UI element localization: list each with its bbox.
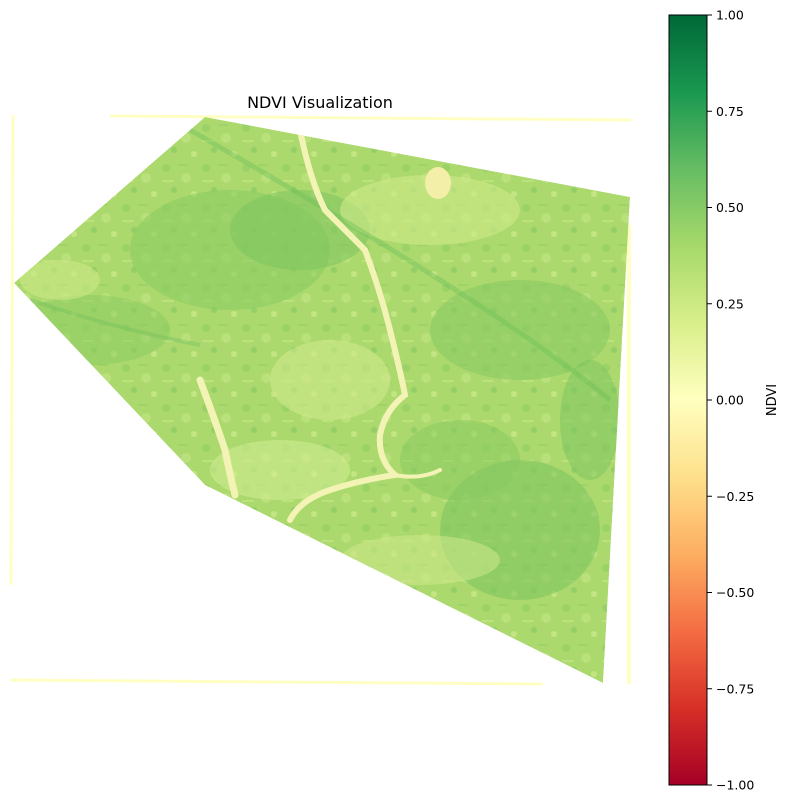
colorbar-tick-label: −0.25 <box>716 489 754 504</box>
bare-patch <box>425 167 451 199</box>
veg-patch-sparse <box>210 440 350 500</box>
colorbar-label: NDVI <box>765 384 780 416</box>
colorbar-tick-label: 0.00 <box>716 393 744 408</box>
veg-patch-sparse <box>340 175 520 245</box>
colorbar: 1.00 0.75 0.50 0.25 0.00 −0.25 −0.50 −0.75 −1.00… <box>668 8 780 793</box>
veg-patch-dense <box>230 190 370 270</box>
colorbar-tick-label: 1.00 <box>716 8 744 23</box>
colorbar-tick-label: −1.00 <box>716 778 754 793</box>
colorbar-tick-label: −0.50 <box>716 585 754 600</box>
veg-patch-sparse <box>270 340 390 420</box>
nodata-edge-left <box>9 114 15 586</box>
veg-patch-dense <box>560 360 620 480</box>
colorbar-tick-label: 0.75 <box>716 104 744 119</box>
colorbar-ticks: 1.00 0.75 0.50 0.25 0.00 −0.25 −0.50 −0.75 −1.00 <box>707 8 754 793</box>
colorbar-tick-label: 0.50 <box>716 200 744 215</box>
river <box>393 468 442 479</box>
vegetation-region <box>14 117 630 683</box>
colorbar-tick-label: −0.75 <box>716 681 754 696</box>
colorbar-gradient <box>669 15 707 785</box>
chart-title: NDVI Visualization <box>247 93 393 112</box>
veg-patch-sparse <box>20 260 100 300</box>
veg-patch-dense <box>14 295 170 365</box>
veg-patch-dense <box>430 280 610 380</box>
veg-patch-sparse <box>340 535 500 585</box>
river <box>287 127 409 523</box>
ridge-line <box>29 298 201 347</box>
colorbar-tick-label: 0.25 <box>716 296 744 311</box>
river <box>196 376 239 499</box>
ridge-line <box>188 127 612 402</box>
veg-patch-dense <box>400 420 520 500</box>
nodata-edge-top <box>109 114 632 122</box>
nodata-edge-bottom <box>9 678 544 686</box>
raster-image <box>9 114 632 686</box>
